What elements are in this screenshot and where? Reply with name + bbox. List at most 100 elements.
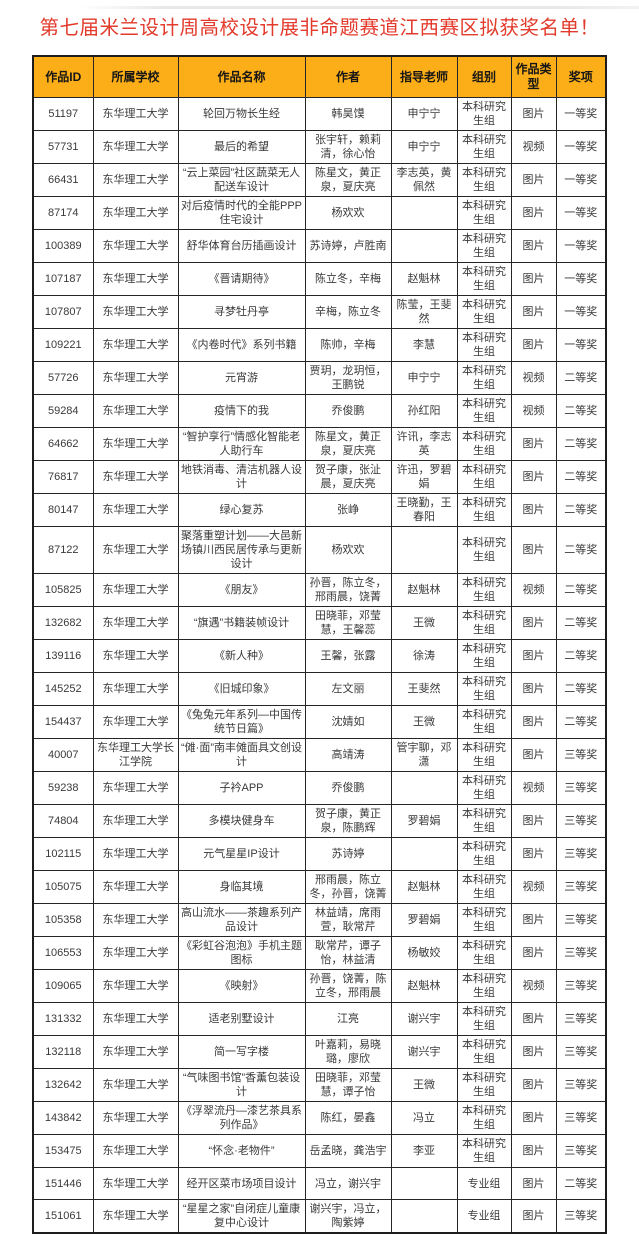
cell-school: 东华理工大学 bbox=[92, 837, 179, 872]
cell-authors: 贺子康，张沚晨，夏庆亮 bbox=[304, 460, 392, 495]
cell-advisors: 申宁宁 bbox=[390, 97, 458, 132]
cell-award: 二等奖 bbox=[555, 427, 607, 462]
cell-authors: 谢兴宇，冯立，陶紫婷 bbox=[304, 1199, 392, 1234]
cell-advisors bbox=[390, 1199, 458, 1234]
header-row: 作品ID 所属学校 作品名称 作者 指导老师 组别 作品类型 奖项 bbox=[32, 55, 607, 99]
cell-work-name: 地铁消毒、清洁机器人设计 bbox=[177, 460, 306, 495]
cell-authors: 岳孟晓，龚浩宇 bbox=[304, 1134, 392, 1169]
table-row: 109221 东华理工大学 《内卷时代》系列书籍 陈帅，辛梅 李慧 本科研究生组 图片 一等奖 bbox=[32, 328, 607, 363]
cell-group: 本科研究生组 bbox=[456, 427, 512, 462]
cell-award: 三等奖 bbox=[555, 837, 607, 872]
cell-work-id: 151061 bbox=[32, 1199, 94, 1234]
cell-authors: 孙晋，陈立冬，邢雨晨，饶菁 bbox=[304, 573, 392, 608]
cell-work-id: 100389 bbox=[32, 229, 94, 264]
cell-work-type: 视频 bbox=[510, 573, 557, 608]
cell-advisors: 冯立 bbox=[390, 1101, 458, 1136]
cell-advisors: 李志英，黄佩然 bbox=[390, 163, 458, 198]
cell-award: 二等奖 bbox=[555, 460, 607, 495]
table-row: 57731 东华理工大学 最后的希望 张宇轩，赖莉清，徐心怡 申宁宁 本科研究生组 视频 一等… bbox=[32, 130, 607, 165]
col-header-school: 所属学校 bbox=[92, 55, 179, 99]
cell-work-name: “气味图书馆”香薰包装设计 bbox=[177, 1068, 306, 1103]
cell-advisors: 杨敏姣 bbox=[390, 936, 458, 971]
cell-work-type: 图片 bbox=[510, 1002, 557, 1037]
cell-authors: 张峥 bbox=[304, 493, 392, 528]
cell-work-type: 图片 bbox=[510, 1035, 557, 1070]
cell-advisors: 管宇聊，邓潇 bbox=[390, 738, 458, 773]
cell-advisors: 罗碧娟 bbox=[390, 903, 458, 938]
table-row: 59238 东华理工大学 子衿APP 乔俊鹏 本科研究生组 视频 三等奖 bbox=[32, 771, 607, 806]
cell-work-type: 图片 bbox=[510, 328, 557, 363]
cell-group: 本科研究生组 bbox=[456, 196, 512, 231]
cell-award: 一等奖 bbox=[555, 130, 607, 165]
cell-award: 二等奖 bbox=[555, 672, 607, 707]
cell-work-type: 图片 bbox=[510, 460, 557, 495]
col-header-authors: 作者 bbox=[304, 55, 392, 99]
cell-school: 东华理工大学 bbox=[92, 1199, 179, 1234]
cell-authors: 冯立，谢兴宇 bbox=[304, 1167, 392, 1201]
cell-school: 东华理工大学 bbox=[92, 804, 179, 839]
cell-work-id: 40007 bbox=[32, 738, 94, 773]
table-row: 132642 东华理工大学 “气味图书馆”香薰包装设计 田晓菲，邓莹慧，谭子怡 王微 本科… bbox=[32, 1068, 607, 1103]
cell-work-type: 图片 bbox=[510, 606, 557, 641]
cell-work-type: 图片 bbox=[510, 262, 557, 297]
table-row: 105075 东华理工大学 身临其境 邢雨晨，陈立冬，孙晋，饶菁 赵魁林 本科研究生组 视频… bbox=[32, 870, 607, 905]
cell-school: 东华理工大学 bbox=[92, 771, 179, 806]
cell-award: 一等奖 bbox=[555, 229, 607, 264]
cell-school: 东华理工大学 bbox=[92, 460, 179, 495]
cell-work-id: 145252 bbox=[32, 672, 94, 707]
cell-group: 本科研究生组 bbox=[456, 262, 512, 297]
cell-authors: 耿常芹，谭子怡，林益清 bbox=[304, 936, 392, 971]
cell-work-id: 80147 bbox=[32, 493, 94, 528]
cell-group: 本科研究生组 bbox=[456, 672, 512, 707]
cell-work-id: 132642 bbox=[32, 1068, 94, 1103]
table-row: 66431 东华理工大学 “云上菜园”社区蔬菜无人配送车设计 陈星文，黄正泉，夏庆亮李… bbox=[32, 163, 607, 198]
cell-group: 本科研究生组 bbox=[456, 969, 512, 1004]
cell-work-name: 《兔兔元年系列—中国传统节日篇》 bbox=[177, 705, 306, 740]
cell-work-id: 66431 bbox=[32, 163, 94, 198]
cell-school: 东华理工大学 bbox=[92, 328, 179, 363]
cell-group: 本科研究生组 bbox=[456, 328, 512, 363]
cell-advisors bbox=[390, 229, 458, 264]
cell-authors: 苏诗婷，卢胜南 bbox=[304, 229, 392, 264]
results-table-body: 51197 东华理工大学 轮回万物长生经 韩昊馍 申宁宁 本科研究生组 图片 一等奖 57731… bbox=[32, 97, 607, 1234]
cell-award: 二等奖 bbox=[555, 1167, 607, 1201]
cell-authors: 陈星文，黄正泉，夏庆亮 bbox=[304, 427, 392, 462]
cell-advisors: 赵魁林 bbox=[390, 262, 458, 297]
awards-table: 作品ID 所属学校 作品名称 作者 指导老师 组别 作品类型 奖项 51197 东… bbox=[32, 55, 607, 1234]
cell-award: 三等奖 bbox=[555, 1035, 607, 1070]
cell-advisors: 赵魁林 bbox=[390, 969, 458, 1004]
cell-work-id: 109065 bbox=[32, 969, 94, 1004]
cell-group: 本科研究生组 bbox=[456, 606, 512, 641]
cell-group: 专业组 bbox=[456, 1167, 512, 1201]
cell-authors: 辛梅，陈立冬 bbox=[304, 295, 392, 330]
cell-award: 二等奖 bbox=[555, 639, 607, 674]
cell-work-type: 视频 bbox=[510, 771, 557, 806]
cell-award: 三等奖 bbox=[555, 969, 607, 1004]
cell-school: 东华理工大学 bbox=[92, 394, 179, 429]
cell-school: 东华理工大学 bbox=[92, 130, 179, 165]
cell-school: 东华理工大学 bbox=[92, 705, 179, 740]
cell-work-name: 多模块健身车 bbox=[177, 804, 306, 839]
cell-work-name: “怀念·老物件” bbox=[177, 1134, 306, 1169]
cell-work-type: 视频 bbox=[510, 394, 557, 429]
table-row: 87174 东华理工大学 对后疫情时代的全能PPP住宅设计 杨欢欢 本科研究生组 图片 一等… bbox=[32, 196, 607, 231]
cell-group: 本科研究生组 bbox=[456, 738, 512, 773]
cell-work-name: 适老别墅设计 bbox=[177, 1002, 306, 1037]
cell-award: 三等奖 bbox=[555, 1101, 607, 1136]
cell-work-name: 《彩虹谷泡泡》手机主题图标 bbox=[177, 936, 306, 971]
cell-school: 东华理工大学 bbox=[92, 262, 179, 297]
cell-work-type: 图片 bbox=[510, 903, 557, 938]
cell-authors: 乔俊鹏 bbox=[304, 771, 392, 806]
table-row: 51197 东华理工大学 轮回万物长生经 韩昊馍 申宁宁 本科研究生组 图片 一等奖 bbox=[32, 97, 607, 132]
cell-group: 本科研究生组 bbox=[456, 1002, 512, 1037]
cell-group: 本科研究生组 bbox=[456, 639, 512, 674]
cell-work-name: 轮回万物长生经 bbox=[177, 97, 306, 132]
cell-award: 一等奖 bbox=[555, 97, 607, 132]
cell-school: 东华理工大学 bbox=[92, 903, 179, 938]
cell-work-name: “傩·面”南丰傩面具文创设计 bbox=[177, 738, 306, 773]
cell-authors: 田晓菲，邓莹慧，王馨蕊 bbox=[304, 606, 392, 641]
cell-work-id: 132118 bbox=[32, 1035, 94, 1070]
cell-work-id: 59238 bbox=[32, 771, 94, 806]
cell-work-name: 最后的希望 bbox=[177, 130, 306, 165]
